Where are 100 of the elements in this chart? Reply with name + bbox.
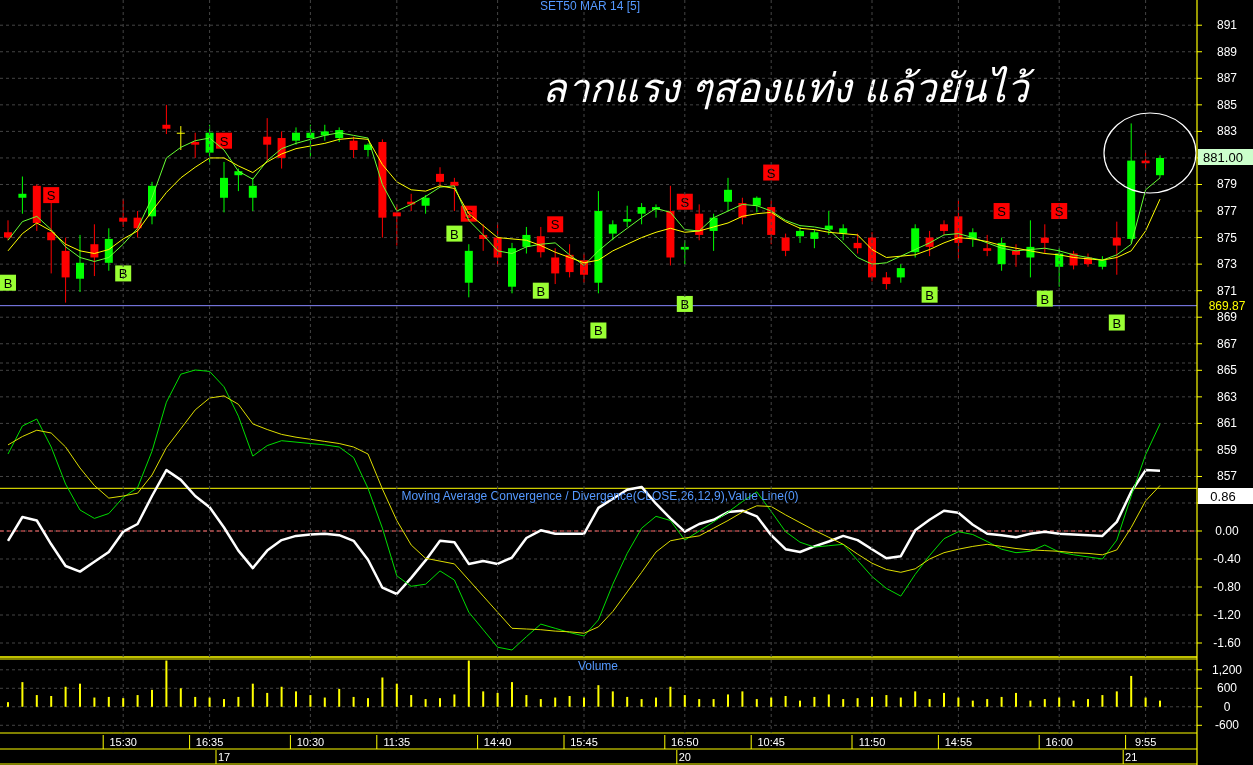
candlestick: [911, 223, 920, 258]
bar: [1101, 695, 1104, 707]
candlestick: [421, 194, 430, 215]
bar: [395, 683, 398, 707]
candlestick: [781, 233, 790, 257]
bar: [1029, 700, 1032, 707]
x-tick-label: 15:45: [570, 736, 598, 748]
bar: [323, 697, 326, 707]
data-label: S: [219, 133, 229, 149]
data-label: B: [3, 275, 13, 291]
line-series: [7, 395, 1161, 634]
y-tick-label: -600: [1214, 718, 1240, 733]
y-tick-label: 871: [1216, 283, 1238, 298]
bar: [179, 688, 182, 707]
candlestick: [623, 205, 632, 228]
bar: [583, 697, 585, 707]
y-tick-label: 0: [1223, 699, 1231, 714]
candlestick: [551, 247, 560, 285]
text: 21: [1125, 751, 1138, 763]
bar: [453, 694, 456, 707]
text: 20: [678, 751, 691, 763]
bar: [611, 691, 614, 707]
data-label: B: [680, 296, 690, 312]
y-tick-label: 869: [1216, 310, 1238, 325]
data-label: B: [1112, 315, 1122, 331]
candlestick: [76, 234, 84, 293]
bar: [64, 686, 67, 707]
candlestick: [810, 229, 819, 249]
annotation: ลากแรง ๆสองแท่ง แล้วยันไว้: [541, 66, 1036, 110]
bar: [1058, 697, 1061, 707]
bar: [539, 699, 542, 707]
candlestick: [263, 117, 272, 162]
bar: [266, 692, 269, 707]
candlestick: [1040, 223, 1049, 255]
bar: [424, 699, 427, 707]
x-tick-label: 14:55: [944, 736, 973, 748]
bar: [7, 702, 9, 707]
bar: [1115, 691, 1118, 707]
y-tick-label: 889: [1216, 44, 1238, 59]
bar: [899, 697, 902, 707]
x-tick-label: 11:35: [383, 736, 411, 748]
bar: [136, 695, 139, 707]
candlestick: [191, 132, 200, 159]
bar: [669, 686, 672, 707]
candlestick: [1012, 243, 1020, 268]
text: 0.86: [1210, 489, 1236, 504]
y-tick-label: 1,200: [1211, 662, 1243, 677]
bar: [568, 696, 571, 707]
chart-title: Volume: [577, 659, 619, 673]
bar: [352, 696, 355, 707]
bar: [957, 697, 960, 707]
y-tick-label: 865: [1216, 363, 1238, 378]
bar: [755, 699, 758, 707]
bar: [309, 695, 312, 707]
data-label: B: [536, 283, 546, 299]
bar: [21, 682, 24, 707]
y-tick-label: 867: [1216, 336, 1238, 351]
bar: [410, 695, 413, 707]
data-label: B: [594, 323, 603, 339]
bar: [511, 682, 513, 707]
data-label: S: [680, 194, 690, 210]
x-tick-label: 14:40: [483, 736, 512, 748]
bar: [251, 683, 254, 707]
bar: [50, 696, 53, 707]
bar: [280, 686, 283, 707]
bar: [1130, 675, 1133, 707]
bar: [842, 699, 845, 707]
candlestick: [4, 219, 12, 241]
bar: [770, 697, 773, 707]
bar: [1015, 692, 1017, 707]
text: 17: [217, 751, 231, 763]
y-tick-label: -1.60: [1213, 636, 1241, 650]
candlestick: [1156, 154, 1164, 179]
bar: [93, 697, 96, 707]
bar: [626, 696, 629, 707]
chart-title: SET50 MAR 14 [5]: [539, 0, 641, 13]
candlestick: [18, 176, 27, 215]
bar: [208, 697, 211, 707]
bar: [122, 698, 125, 707]
x-tick-label: 11:50: [858, 736, 886, 748]
y-tick-label: 857: [1216, 469, 1238, 484]
candlestick: [983, 234, 992, 257]
x-tick-label: 9:55: [1134, 736, 1157, 748]
bar: [856, 698, 859, 707]
bar: [496, 692, 499, 707]
bar: [295, 691, 297, 707]
y-tick-label: 887: [1216, 71, 1238, 86]
candlestick: [248, 177, 257, 212]
bar: [712, 699, 715, 707]
y-tick-label: 883: [1216, 124, 1238, 139]
bar: [35, 695, 38, 707]
bar: [107, 696, 110, 707]
x-tick-label: 16:00: [1045, 736, 1073, 748]
x-tick-label: 16:50: [671, 736, 699, 748]
bar: [597, 685, 600, 707]
bar: [943, 692, 945, 707]
candlestick: [292, 126, 300, 146]
bar: [554, 697, 557, 707]
bar: [885, 695, 888, 707]
bar: [1159, 700, 1161, 707]
